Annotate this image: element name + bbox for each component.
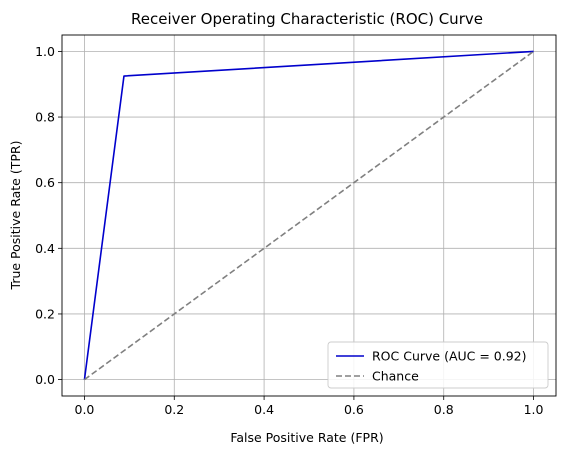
legend-label-0: ROC Curve (AUC = 0.92) (372, 349, 527, 364)
legend: ROC Curve (AUC = 0.92) Chance (327, 341, 549, 389)
legend-box (327, 341, 549, 389)
y-tick-label-3: 0.6 (35, 175, 55, 190)
chart-title: Receiver Operating Characteristic (ROC) … (131, 10, 483, 28)
y-tick-label-0: 0.0 (35, 372, 55, 387)
x-tick-label-1: 0.2 (164, 402, 184, 417)
legend-label-1: Chance (372, 369, 419, 384)
grid-layer (62, 35, 556, 396)
series-line-0 (83, 50, 534, 380)
x-tick-label-3: 0.6 (344, 402, 364, 417)
y-tick-label-2: 0.4 (35, 241, 55, 256)
y-axis-label: True Positive Rate (TPR) (8, 141, 23, 291)
plot-frame (61, 34, 557, 397)
series-line-1 (83, 50, 535, 381)
y-tick-label-5: 1.0 (35, 44, 55, 59)
y-tick-label-4: 0.8 (35, 110, 55, 125)
tick-layer: 0.0 0.2 0.4 0.6 0.8 1.0 0.0 0.2 0.4 0.6 0.8 1.0 (35, 44, 543, 417)
x-tick-label-0: 0.0 (75, 402, 95, 417)
series-layer (83, 50, 535, 381)
x-axis-label: False Positive Rate (FPR) (230, 430, 383, 445)
x-tick-label-5: 1.0 (524, 402, 544, 417)
x-tick-label-4: 0.8 (434, 402, 454, 417)
x-tick-label-2: 0.4 (254, 402, 274, 417)
y-tick-label-1: 0.2 (35, 306, 55, 321)
